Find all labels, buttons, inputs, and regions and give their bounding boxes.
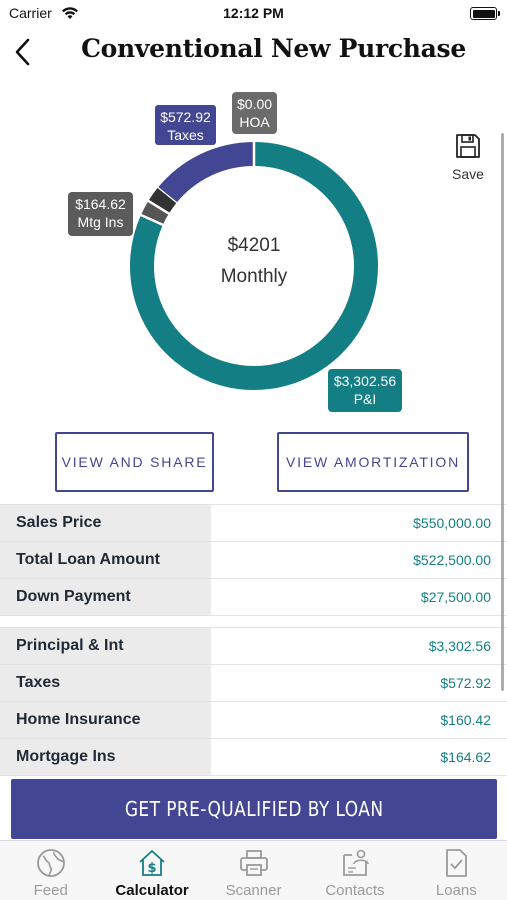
pi-label: P&I bbox=[353, 391, 377, 407]
donut-svg bbox=[130, 141, 378, 390]
table-row: Down Payment $27,500.00 bbox=[0, 579, 507, 616]
donut-slice-mtg-ins-dark bbox=[148, 188, 177, 214]
donut-separator bbox=[146, 199, 171, 216]
row-value: $522,500.00 bbox=[211, 542, 507, 578]
battery-icon bbox=[470, 7, 500, 20]
hoa-label: HOA bbox=[239, 114, 270, 130]
save-button[interactable]: Save bbox=[448, 133, 488, 185]
tab-label: Calculator bbox=[115, 882, 189, 899]
carrier-label: Carrier bbox=[9, 5, 52, 21]
view-and-share-button[interactable]: VIEW AND SHARE bbox=[55, 432, 214, 492]
table-row: Sales Price $550,000.00 bbox=[0, 505, 507, 542]
tab-loans[interactable]: Loans bbox=[406, 841, 507, 900]
monthly-total: $4201 bbox=[227, 235, 281, 256]
contacts-icon bbox=[343, 849, 369, 876]
row-value: $27,500.00 bbox=[211, 579, 507, 615]
section-divider bbox=[0, 616, 507, 628]
loan-details-table: Sales Price $550,000.00 Total Loan Amoun… bbox=[0, 504, 507, 776]
clock: 12:12 PM bbox=[223, 5, 284, 21]
tab-bar: Feed $ Calculator Scanner Contacts bbox=[0, 840, 507, 900]
save-label: Save bbox=[452, 166, 484, 182]
mtg-ins-callout: $164.62 Mtg Ins bbox=[68, 192, 133, 236]
table-row: Taxes $572.92 bbox=[0, 665, 507, 702]
page-title: Conventional New Purchase bbox=[81, 34, 466, 63]
svg-text:$: $ bbox=[148, 861, 157, 876]
status-bar: Carrier 12:12 PM bbox=[0, 0, 507, 28]
document-check-icon bbox=[446, 849, 468, 877]
tab-label: Feed bbox=[33, 882, 68, 899]
row-value: $3,302.56 bbox=[211, 628, 507, 664]
donut-slice-taxes bbox=[157, 142, 255, 204]
scrollbar[interactable] bbox=[501, 133, 504, 691]
payment-donut-chart: $4201 Monthly $0.00 HOA $572.92 Taxes $1… bbox=[0, 80, 507, 420]
view-amortization-button[interactable]: VIEW AMORTIZATION bbox=[277, 432, 469, 492]
table-row: Mortgage Ins $164.62 bbox=[0, 739, 507, 776]
monthly-label: Monthly bbox=[220, 266, 288, 287]
pi-value: $3,302.56 bbox=[333, 373, 397, 389]
chevron-left-icon bbox=[15, 38, 30, 66]
tab-feed[interactable]: Feed bbox=[0, 841, 101, 900]
table-row: Home Insurance $160.42 bbox=[0, 702, 507, 739]
tab-calculator[interactable]: $ Calculator bbox=[101, 841, 202, 900]
table-row: Total Loan Amount $522,500.00 bbox=[0, 542, 507, 579]
row-value: $572.92 bbox=[211, 665, 507, 701]
row-value: $164.62 bbox=[211, 739, 507, 775]
taxes-label: Taxes bbox=[167, 127, 204, 143]
row-value: $550,000.00 bbox=[211, 505, 507, 541]
hoa-value: $0.00 bbox=[237, 96, 273, 112]
house-dollar-icon: $ bbox=[139, 850, 165, 876]
floppy-disk-icon bbox=[456, 134, 480, 158]
row-value: $160.42 bbox=[211, 702, 507, 738]
back-button[interactable] bbox=[8, 34, 38, 70]
mtg-ins-value: $164.62 bbox=[75, 196, 126, 212]
tab-contacts[interactable]: Contacts bbox=[304, 841, 405, 900]
get-pre-qualified-button[interactable]: GET PRE-QUALIFIED BY LOAN bbox=[11, 779, 497, 839]
taxes-callout: $572.92 Taxes bbox=[154, 104, 217, 146]
row-label: Taxes bbox=[0, 665, 211, 701]
cta-label: GET PRE-QUALIFIED BY LOAN bbox=[124, 797, 384, 821]
tab-label: Contacts bbox=[325, 882, 385, 899]
row-label: Sales Price bbox=[0, 505, 211, 541]
pi-callout: $3,302.56 P&I bbox=[328, 369, 402, 412]
hoa-callout: $0.00 HOA bbox=[232, 92, 277, 134]
row-label: Down Payment bbox=[0, 579, 211, 615]
row-label: Total Loan Amount bbox=[0, 542, 211, 578]
row-label: Home Insurance bbox=[0, 702, 211, 738]
printer-icon bbox=[239, 850, 268, 876]
tab-label: Scanner bbox=[225, 882, 282, 899]
globe-icon bbox=[36, 849, 65, 877]
table-row: Principal & Int $3,302.56 bbox=[0, 628, 507, 665]
mtg-ins-label: Mtg Ins bbox=[77, 214, 124, 230]
taxes-value: $572.92 bbox=[160, 109, 211, 125]
donut-separator bbox=[139, 213, 165, 227]
donut-slice-p-i bbox=[130, 142, 378, 390]
tab-label: Loans bbox=[435, 882, 477, 899]
tab-scanner[interactable]: Scanner bbox=[203, 841, 304, 900]
row-label: Principal & Int bbox=[0, 628, 211, 664]
row-label: Mortgage Ins bbox=[0, 739, 211, 775]
wifi-icon bbox=[62, 7, 78, 19]
